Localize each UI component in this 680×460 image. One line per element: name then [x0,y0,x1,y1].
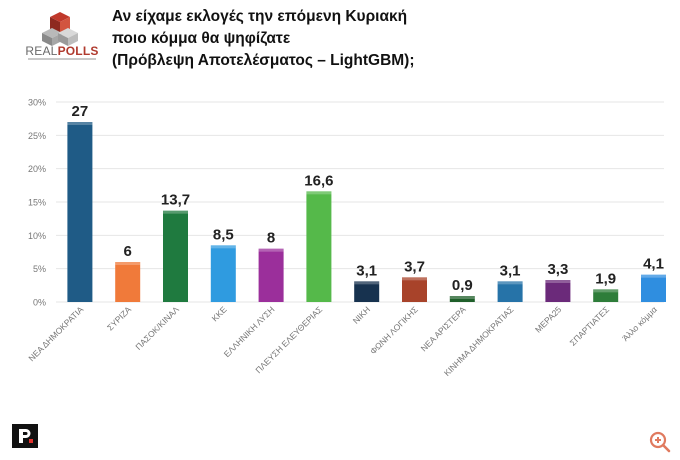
realpolls-logo-icon [42,12,78,46]
bar [497,281,523,302]
data-label: 27 [72,103,89,120]
bar [210,245,236,302]
data-label: 8,5 [213,226,234,243]
bar [67,122,93,302]
bar [545,280,571,302]
data-label: 0,9 [452,277,473,294]
chart-title-line-2: ποιο κόμμα θα ψηφίζατε [112,30,291,47]
x-tick-label: ΝΕΑ ΑΡΙΣΤΕΡΑ [419,304,468,353]
bar-highlight [67,122,93,125]
y-tick-label: 20% [28,164,46,174]
bar [163,210,188,302]
x-tick-label: ΣΠΑΡΤΙΑΤΕΣ [568,304,611,347]
data-label: 13,7 [161,192,190,209]
x-tick-label: ΝΙΚΗ [351,304,372,325]
y-tick-label: 5% [33,264,46,274]
x-tick-label: ΝΕΑ ΔΗΜΟΚΡΑΤΙΑ [26,304,85,363]
data-label: 3,7 [404,258,425,275]
logo-tagline-bar [28,58,96,60]
bar [306,191,332,302]
bar [641,274,666,302]
bar [593,289,619,302]
data-label: 8 [267,230,275,247]
publisher-logo-icon [12,424,38,448]
bar [354,281,380,302]
bar-highlight [354,281,380,285]
bar-highlight [497,281,523,285]
bar-highlight [258,248,284,252]
chart-title-line-3: (Πρόβλεψη Αποτελέσματος – LightGBM); [112,52,415,69]
data-label: 4,1 [643,256,664,273]
x-tick-label: ΚΚΕ [210,304,229,323]
x-tick-label: ΣΥΡΙΖΑ [105,304,133,332]
bar-highlight [641,274,666,278]
bar-highlight [402,277,427,281]
data-label: 6 [124,243,132,260]
bar-highlight [593,289,619,293]
data-label: 3,3 [547,261,568,278]
bar-highlight [306,191,332,195]
x-tick-label: ΕΛΛΗΝΙΚΗ ΛΥΣΗ [222,304,277,359]
bar [258,248,284,302]
x-tick-label: ΜΕΡΑ25 [533,304,564,335]
label-layer: 0% 5% 10% 15% 20% 25% 30% 27 ΝΕΑ ΔΗΜΟΚΡΑΤΙΑ 6 ΣΥΡΙ… [26,98,664,379]
zoom-in-icon[interactable] [648,430,672,454]
x-tick-label: ΦΩΝΗ ΛΟΓΙΚΗΣ [368,304,420,356]
data-label: 3,1 [356,262,377,279]
data-label: 1,9 [595,270,616,287]
bar-highlight [163,210,188,214]
bar-highlight [210,245,236,249]
x-tick-label: Άλλο κόμμα [620,304,659,343]
bar [449,296,475,302]
y-tick-label: 10% [28,231,46,241]
bar-highlight [449,296,475,299]
x-tick-label: ΠΑΣΟΚ/ΚΙΝΑΛ [133,304,181,352]
data-label: 16,6 [304,172,333,189]
y-tick-label: 0% [33,298,46,308]
data-label: 3,1 [500,262,521,279]
y-tick-label: 15% [28,198,46,208]
bar-layer [67,122,666,302]
bar [115,262,141,302]
bar [402,277,427,302]
chart-title-line-1: Αν είχαμε εκλογές την επόμενη Κυριακή [112,8,408,25]
bar-highlight [545,280,571,283]
logo-wordmark: REALPOLLS [25,44,99,58]
chart-title: Αν είχαμε εκλογές την επόμενη Κυριακή πο… [112,6,632,72]
bar-highlight [115,262,141,265]
y-tick-label: 25% [28,131,46,141]
y-tick-label: 30% [28,98,46,108]
